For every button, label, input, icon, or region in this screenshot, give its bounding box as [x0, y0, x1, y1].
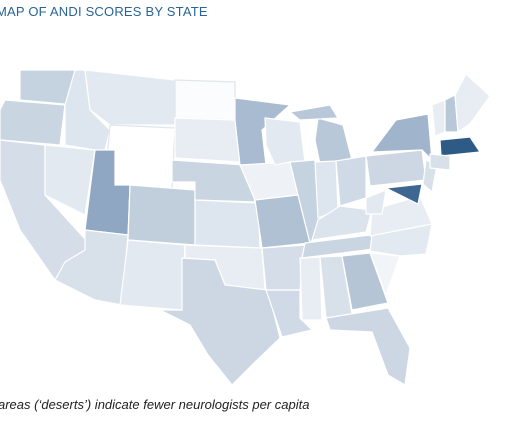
state: [44, 144, 96, 216]
state: [265, 289, 314, 338]
state: [431, 99, 446, 137]
state: [314, 117, 353, 165]
states: [0, 69, 491, 386]
state: [264, 117, 306, 166]
us-map: [0, 69, 491, 386]
state: [174, 79, 236, 121]
state: [439, 136, 482, 157]
map-caption: areas (‘deserts’) indicate fewer neurolo…: [0, 397, 310, 412]
state: [369, 195, 433, 237]
state: [0, 99, 66, 146]
state: [119, 239, 186, 311]
state: [429, 153, 451, 171]
state: [288, 104, 340, 121]
state: [454, 73, 491, 134]
state: [311, 205, 373, 241]
state: [365, 189, 387, 215]
state: [341, 252, 389, 311]
state: [299, 256, 323, 321]
state: [325, 307, 411, 386]
state: [84, 69, 176, 126]
state: [369, 252, 401, 297]
state: [370, 113, 433, 162]
state: [159, 257, 281, 386]
state: [194, 199, 261, 249]
state: [261, 244, 306, 291]
state: [365, 149, 427, 187]
state: [383, 183, 423, 205]
state: [335, 155, 367, 207]
state: [174, 117, 241, 163]
map-title: MAP OF ANDI SCORES BY STATE: [0, 4, 208, 19]
state: [127, 184, 196, 246]
